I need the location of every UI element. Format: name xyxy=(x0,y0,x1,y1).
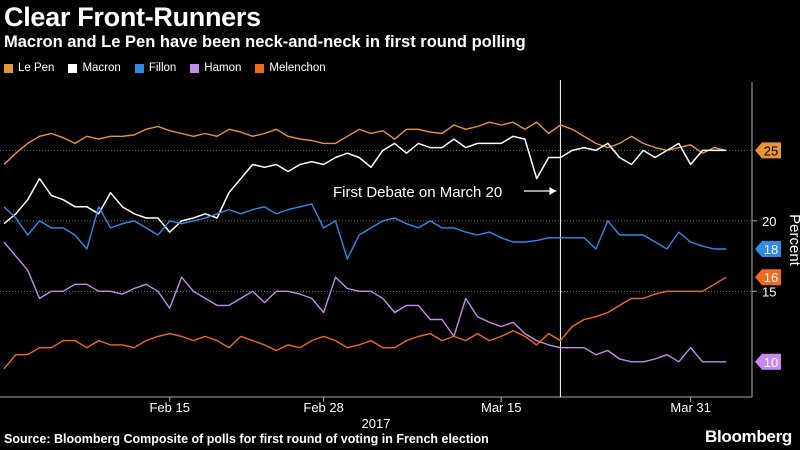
series-line-macron xyxy=(3,135,727,233)
legend-item: Fillon xyxy=(134,62,177,74)
series-line-hamon xyxy=(3,241,727,363)
legend-item: Melenchon xyxy=(255,62,326,74)
y-tick-label: 15 xyxy=(762,284,776,299)
chart-title: Clear Front-Runners xyxy=(4,2,261,32)
legend-swatch xyxy=(190,63,200,73)
bloomberg-logo: Bloomberg xyxy=(704,427,792,446)
end-value-badge xyxy=(755,241,781,258)
legend-item: Le Pen xyxy=(4,62,54,74)
y-axis-label: Percent xyxy=(786,214,800,267)
annotation-arrowhead xyxy=(549,187,557,195)
legend-item: Macron xyxy=(68,62,121,74)
end-value-label: 16 xyxy=(764,270,778,285)
x-tick-label: Mar 15 xyxy=(481,400,521,415)
legend-label: Macron xyxy=(82,62,121,74)
legend-swatch xyxy=(4,63,13,73)
series-line-fillon xyxy=(3,203,727,260)
legend-label: Melenchon xyxy=(269,62,326,74)
x-tick-label: Feb 15 xyxy=(149,400,189,415)
legend-label: Fillon xyxy=(148,62,177,74)
source-note: Source: Bloomberg Composite of polls for… xyxy=(4,432,489,446)
x-axis-label: 2017 xyxy=(362,416,391,431)
y-tick-label: 20 xyxy=(762,214,776,229)
series-line-melenchon xyxy=(3,276,727,370)
legend-item: Hamon xyxy=(190,62,241,74)
end-value-badge xyxy=(755,269,781,286)
debate-annotation: First Debate on March 20 xyxy=(333,184,502,201)
series-line-le-pen xyxy=(3,121,727,166)
chart-subtitle: Macron and Le Pen have been neck-and-nec… xyxy=(4,33,526,51)
legend-swatch xyxy=(68,63,78,73)
end-value-label: 10 xyxy=(764,355,778,370)
legend-swatch xyxy=(134,63,144,73)
end-value-badge xyxy=(755,142,781,159)
end-value-label: 25 xyxy=(764,143,778,158)
x-tick-label: Mar 31 xyxy=(670,400,710,415)
end-value-badge xyxy=(755,353,781,370)
legend-label: Le Pen xyxy=(18,62,55,74)
legend-label: Hamon xyxy=(204,62,242,74)
x-tick-label: Feb 28 xyxy=(303,400,343,415)
end-value-label: 18 xyxy=(764,242,778,257)
legend: Le Pen Macron Fillon Hamon Melenchon xyxy=(4,62,326,74)
legend-swatch xyxy=(255,63,265,73)
